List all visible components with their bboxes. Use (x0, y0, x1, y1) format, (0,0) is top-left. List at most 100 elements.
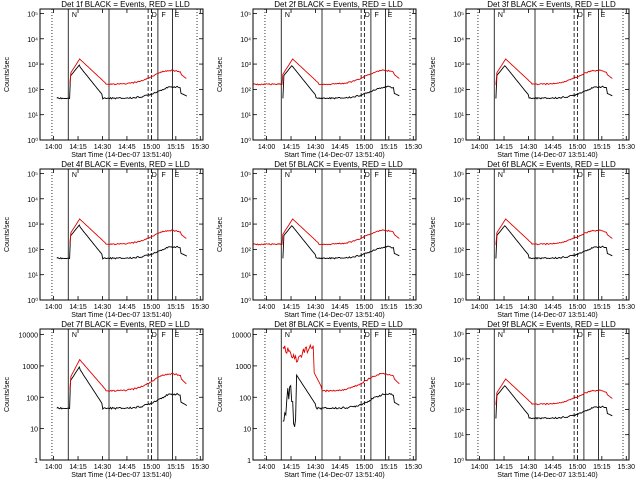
detector-panel-4: Det 4f BLACK = Events, RED = LLD 10⁰ 10¹ 10… (0, 160, 213, 320)
x-tick-label: 14:30 (94, 144, 112, 151)
y-axis-label: Counts/sec (430, 216, 437, 252)
marker-label: F (162, 332, 166, 339)
x-tick-label: 15:15 (167, 144, 185, 151)
x-tick-label: 14:15 (69, 464, 87, 471)
y-tick-label: 10⁰ (453, 457, 464, 465)
x-tick-label: 15:30 (405, 304, 423, 311)
x-tick-label: 14:30 (307, 464, 325, 471)
x-tick-label: 15:15 (380, 304, 398, 311)
x-tick-label: 15:15 (167, 304, 185, 311)
y-axis-label: Counts/sec (4, 216, 11, 252)
plot-title: Det 7f BLACK = Events, RED = LLD (61, 320, 190, 329)
x-tick-label: 14:00 (258, 304, 276, 311)
y-tick-label: 10⁴ (453, 37, 464, 44)
events-series-line (495, 65, 613, 100)
lld-series-line (495, 218, 613, 246)
detector-panel-6: Det 6f BLACK = Events, RED = LLD 10⁰ 10¹ 10… (426, 160, 639, 320)
x-tick-label: 15:30 (192, 464, 210, 471)
x-tick-label: 15:30 (405, 144, 423, 151)
x-tick-label: 14:45 (331, 464, 349, 471)
marker-label: E (175, 332, 180, 339)
y-tick-label: 10000 (232, 333, 252, 340)
marker-label: N (498, 332, 503, 339)
plot-svg: Det 5f BLACK = Events, RED = LLD 10⁰ 10¹ 10… (217, 160, 423, 319)
y-tick-label: 100 (26, 395, 38, 402)
plot-title: Det 9f BLACK = Events, RED = LLD (487, 320, 616, 329)
x-tick-label: 14:30 (307, 144, 325, 151)
marker-label: E (175, 172, 180, 179)
marker-label: D (365, 12, 370, 19)
x-tick-label: 15:15 (167, 464, 185, 471)
plot-title: Det 3f BLACK = Events, RED = LLD (487, 0, 616, 9)
x-tick-label: 14:45 (118, 464, 136, 471)
y-tick-label: 10¹ (241, 113, 252, 120)
x-tick-label: 14:45 (544, 464, 562, 471)
x-tick-label: 15:00 (569, 464, 587, 471)
y-tick-label: 10¹ (454, 273, 465, 280)
y-tick-label: 10⁴ (240, 197, 251, 204)
x-tick-label: 14:15 (69, 304, 87, 311)
y-tick-label: 1000 (235, 364, 251, 371)
x-tick-label: 14:30 (520, 464, 538, 471)
x-axis-label: Start Time (14-Dec-07 13:51:40) (497, 312, 597, 319)
y-tick-label: 10⁴ (27, 197, 38, 204)
plot-title: Det 6f BLACK = Events, RED = LLD (487, 160, 616, 169)
x-tick-label: 14:15 (282, 144, 300, 151)
y-tick-label: 100 (239, 395, 251, 402)
plot-svg: Det 7f BLACK = Events, RED = LLD 1 10 100 10… (4, 320, 210, 479)
plot-frame (465, 328, 630, 461)
y-tick-label: 10² (241, 87, 252, 94)
plot-frame (465, 8, 630, 141)
y-tick-label: 10⁵ (453, 331, 464, 338)
marker-label: F (375, 332, 379, 339)
marker-label: E (388, 172, 393, 179)
x-tick-label: 14:00 (471, 304, 489, 311)
y-tick-label: 1 (34, 458, 38, 465)
x-tick-label: 15:15 (380, 144, 398, 151)
marker-label: D (365, 172, 370, 179)
lld-series-line (253, 218, 400, 246)
y-tick-label: 10⁵ (27, 11, 38, 18)
plot-svg: Det 1f BLACK = Events, RED = LLD 10⁰ 10¹ 10… (4, 0, 209, 159)
y-tick-label: 10⁰ (27, 137, 38, 145)
y-tick-label: 10⁰ (453, 137, 464, 145)
y-axis-label: Counts/sec (217, 56, 224, 92)
x-axis-label: Start Time (14-Dec-07 13:51:40) (71, 472, 171, 479)
marker-label: D (578, 332, 583, 339)
x-tick-label: 15:00 (569, 144, 587, 151)
events-series-line (282, 65, 400, 100)
plot-svg: Det 8f BLACK = Events, RED = LLD 1 10 100 10… (217, 320, 422, 479)
x-tick-label: 14:15 (282, 464, 300, 471)
marker-label: E (388, 12, 393, 19)
y-tick-label: 10¹ (28, 113, 39, 120)
x-tick-label: 14:30 (94, 464, 112, 471)
detector-panel-5: Det 5f BLACK = Events, RED = LLD 10⁰ 10¹ 10… (213, 160, 426, 320)
x-tick-label: 14:45 (118, 304, 136, 311)
x-tick-label: 14:45 (331, 144, 349, 151)
events-series-line (495, 385, 613, 420)
events-series-line (495, 225, 613, 260)
y-tick-label: 10000 (19, 333, 39, 340)
x-tick-label: 15:00 (356, 144, 374, 151)
x-tick-label: 15:00 (143, 144, 161, 151)
plot-frame (39, 8, 204, 141)
x-tick-label: 14:30 (520, 144, 538, 151)
plot-frame (252, 168, 417, 301)
plot-frame (39, 168, 204, 301)
x-tick-label: 14:00 (45, 144, 63, 151)
marker-label: D (152, 12, 157, 19)
y-tick-label: 10³ (28, 62, 39, 69)
lld-series-line (495, 378, 613, 406)
x-tick-label: 15:00 (143, 304, 161, 311)
marker-label: F (588, 172, 592, 179)
x-tick-label: 14:00 (45, 464, 63, 471)
y-axis-label: Counts/sec (430, 376, 437, 412)
y-tick-label: 10 (243, 427, 251, 434)
y-axis-label: Counts/sec (430, 56, 437, 92)
lld-series-line (69, 58, 187, 86)
x-tick-label: 14:00 (258, 144, 276, 151)
detector-panel-9: Det 9f BLACK = Events, RED = LLD 10⁰ 10¹ 10… (426, 320, 639, 480)
y-tick-label: 10² (28, 247, 39, 254)
x-axis-label: Start Time (14-Dec-07 13:51:40) (71, 152, 171, 159)
